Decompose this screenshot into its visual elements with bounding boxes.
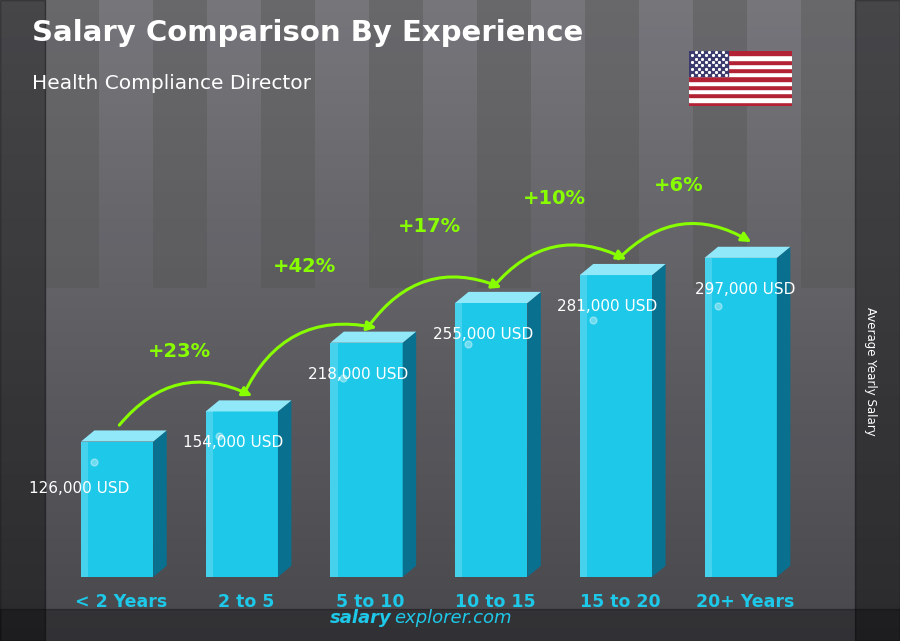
Text: < 2 Years: < 2 Years	[75, 593, 167, 611]
Text: 10 to 15: 10 to 15	[455, 593, 536, 611]
FancyBboxPatch shape	[81, 442, 88, 577]
FancyBboxPatch shape	[205, 412, 278, 577]
Text: Average Yearly Salary: Average Yearly Salary	[865, 308, 878, 436]
FancyBboxPatch shape	[455, 303, 527, 577]
Text: Salary Comparison By Experience: Salary Comparison By Experience	[32, 19, 583, 47]
Text: 255,000 USD: 255,000 USD	[433, 327, 533, 342]
Text: salary: salary	[329, 609, 392, 627]
FancyBboxPatch shape	[81, 442, 153, 577]
FancyBboxPatch shape	[205, 412, 213, 577]
Bar	[688, 72, 792, 76]
Text: +17%: +17%	[398, 217, 461, 237]
Polygon shape	[777, 247, 790, 577]
Text: +10%: +10%	[523, 189, 586, 208]
Text: Health Compliance Director: Health Compliance Director	[32, 74, 310, 93]
Polygon shape	[705, 247, 790, 258]
Text: 297,000 USD: 297,000 USD	[695, 282, 795, 297]
Text: 20+ Years: 20+ Years	[696, 593, 794, 611]
Bar	[688, 51, 728, 76]
FancyBboxPatch shape	[580, 275, 587, 577]
Polygon shape	[81, 431, 166, 442]
Polygon shape	[402, 331, 416, 577]
Bar	[688, 68, 792, 72]
Polygon shape	[527, 292, 541, 577]
Text: +6%: +6%	[654, 176, 704, 195]
Text: 2 to 5: 2 to 5	[218, 593, 274, 611]
Bar	[688, 97, 792, 101]
Bar	[688, 76, 792, 81]
Text: 15 to 20: 15 to 20	[580, 593, 661, 611]
Text: 5 to 10: 5 to 10	[337, 593, 405, 611]
FancyBboxPatch shape	[330, 343, 338, 577]
Bar	[688, 64, 792, 68]
Bar	[688, 81, 792, 85]
Text: 154,000 USD: 154,000 USD	[184, 435, 284, 451]
Bar	[688, 56, 792, 60]
Polygon shape	[580, 264, 666, 275]
Text: 281,000 USD: 281,000 USD	[557, 299, 658, 314]
Polygon shape	[330, 331, 416, 343]
Polygon shape	[652, 264, 666, 577]
Bar	[688, 60, 792, 64]
Polygon shape	[153, 431, 166, 577]
Text: 126,000 USD: 126,000 USD	[29, 481, 129, 496]
Text: 218,000 USD: 218,000 USD	[308, 367, 408, 381]
Polygon shape	[205, 401, 292, 412]
FancyBboxPatch shape	[705, 258, 712, 577]
Bar	[688, 51, 792, 56]
FancyBboxPatch shape	[705, 258, 777, 577]
Polygon shape	[278, 401, 292, 577]
FancyBboxPatch shape	[455, 303, 463, 577]
Text: +23%: +23%	[148, 342, 211, 361]
FancyBboxPatch shape	[330, 343, 402, 577]
Bar	[688, 85, 792, 89]
Bar	[688, 101, 792, 106]
FancyBboxPatch shape	[580, 275, 652, 577]
Text: +42%: +42%	[273, 257, 337, 276]
Bar	[688, 89, 792, 93]
Bar	[688, 93, 792, 97]
Text: explorer.com: explorer.com	[394, 609, 512, 627]
Polygon shape	[455, 292, 541, 303]
